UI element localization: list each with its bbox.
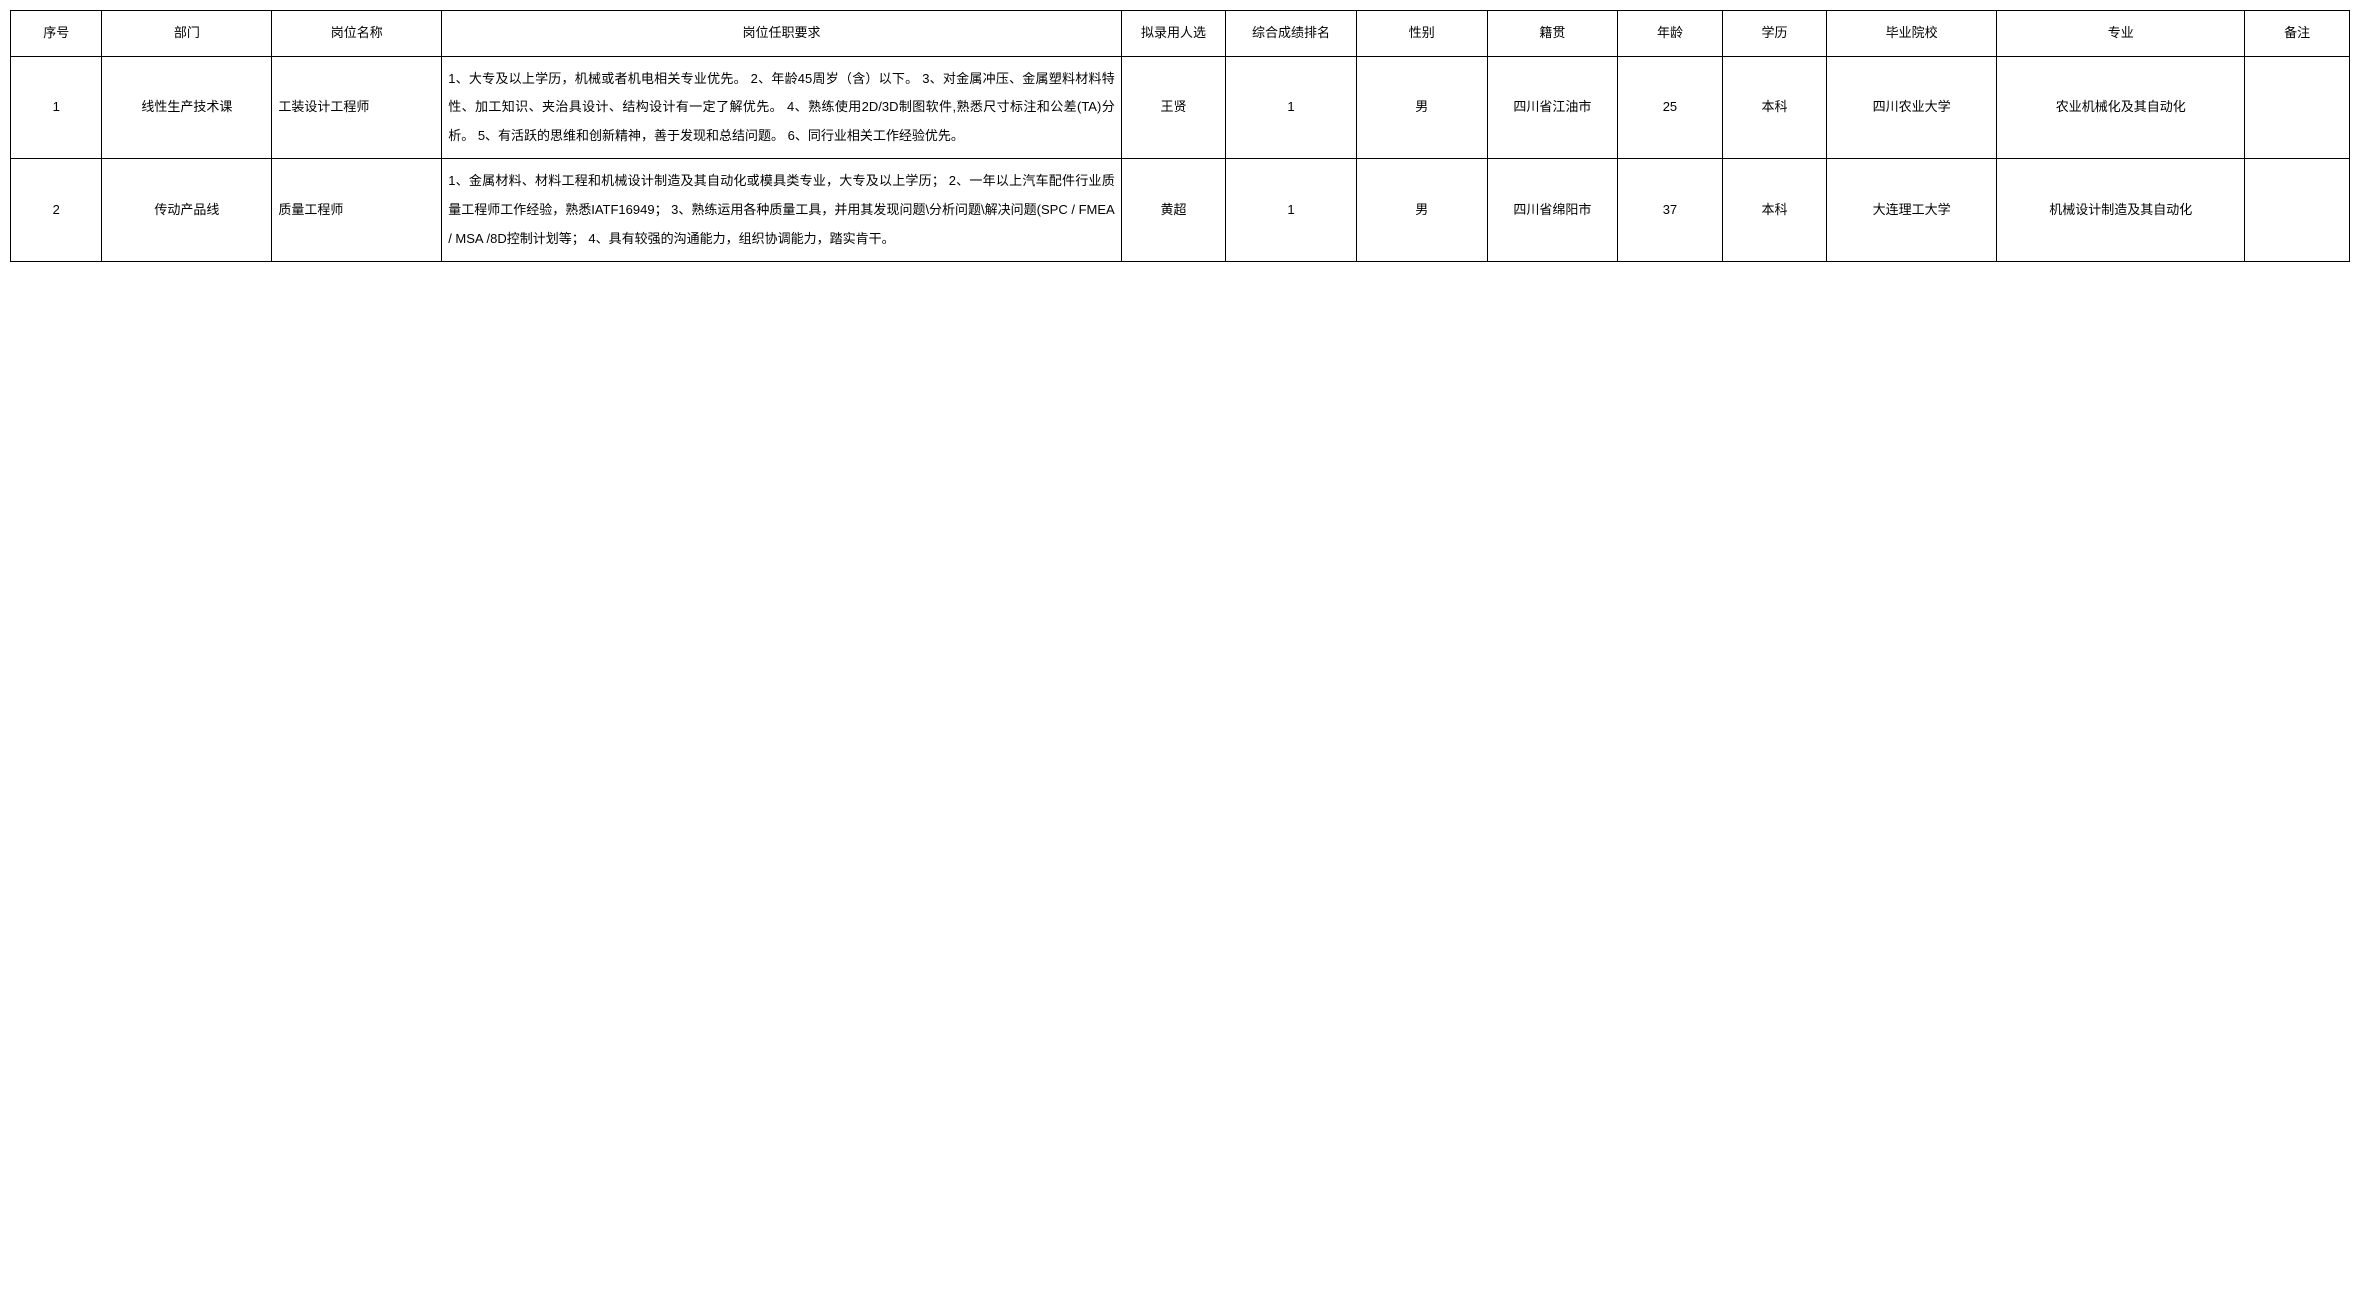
header-school: 毕业院校 [1827,11,1997,57]
cell-school: 大连理工大学 [1827,159,1997,262]
cell-age: 37 [1618,159,1723,262]
cell-major: 农业机械化及其自动化 [1997,56,2245,159]
cell-candidate: 王贤 [1121,56,1226,159]
header-remark: 备注 [2245,11,2350,57]
cell-gender: 男 [1356,56,1487,159]
header-dept: 部门 [102,11,272,57]
header-education: 学历 [1722,11,1827,57]
header-major: 专业 [1997,11,2245,57]
header-requirements: 岗位任职要求 [442,11,1122,57]
cell-remark [2245,56,2350,159]
header-candidate: 拟录用人选 [1121,11,1226,57]
recruitment-table: 序号部门岗位名称岗位任职要求拟录用人选综合成绩排名性别籍贯年龄学历毕业院校专业备… [10,10,2350,262]
cell-major: 机械设计制造及其自动化 [1997,159,2245,262]
cell-requirements: 1、金属材料、材料工程和机械设计制造及其自动化或模具类专业，大专及以上学历； 2… [442,159,1122,262]
cell-candidate: 黄超 [1121,159,1226,262]
cell-seq: 1 [11,56,102,159]
table-header-row: 序号部门岗位名称岗位任职要求拟录用人选综合成绩排名性别籍贯年龄学历毕业院校专业备… [11,11,2350,57]
header-origin: 籍贯 [1487,11,1618,57]
cell-age: 25 [1618,56,1723,159]
cell-position: 工装设计工程师 [272,56,442,159]
header-seq: 序号 [11,11,102,57]
header-gender: 性别 [1356,11,1487,57]
header-age: 年龄 [1618,11,1723,57]
cell-rank: 1 [1226,159,1357,262]
table-row: 2传动产品线质量工程师1、金属材料、材料工程和机械设计制造及其自动化或模具类专业… [11,159,2350,262]
cell-origin: 四川省绵阳市 [1487,159,1618,262]
cell-remark [2245,159,2350,262]
cell-position: 质量工程师 [272,159,442,262]
table-row: 1线性生产技术课工装设计工程师1、大专及以上学历，机械或者机电相关专业优先。 2… [11,56,2350,159]
cell-school: 四川农业大学 [1827,56,1997,159]
cell-seq: 2 [11,159,102,262]
cell-education: 本科 [1722,159,1827,262]
cell-rank: 1 [1226,56,1357,159]
cell-dept: 线性生产技术课 [102,56,272,159]
cell-education: 本科 [1722,56,1827,159]
cell-requirements: 1、大专及以上学历，机械或者机电相关专业优先。 2、年龄45周岁（含）以下。 3… [442,56,1122,159]
cell-origin: 四川省江油市 [1487,56,1618,159]
cell-gender: 男 [1356,159,1487,262]
header-rank: 综合成绩排名 [1226,11,1357,57]
cell-dept: 传动产品线 [102,159,272,262]
header-position: 岗位名称 [272,11,442,57]
